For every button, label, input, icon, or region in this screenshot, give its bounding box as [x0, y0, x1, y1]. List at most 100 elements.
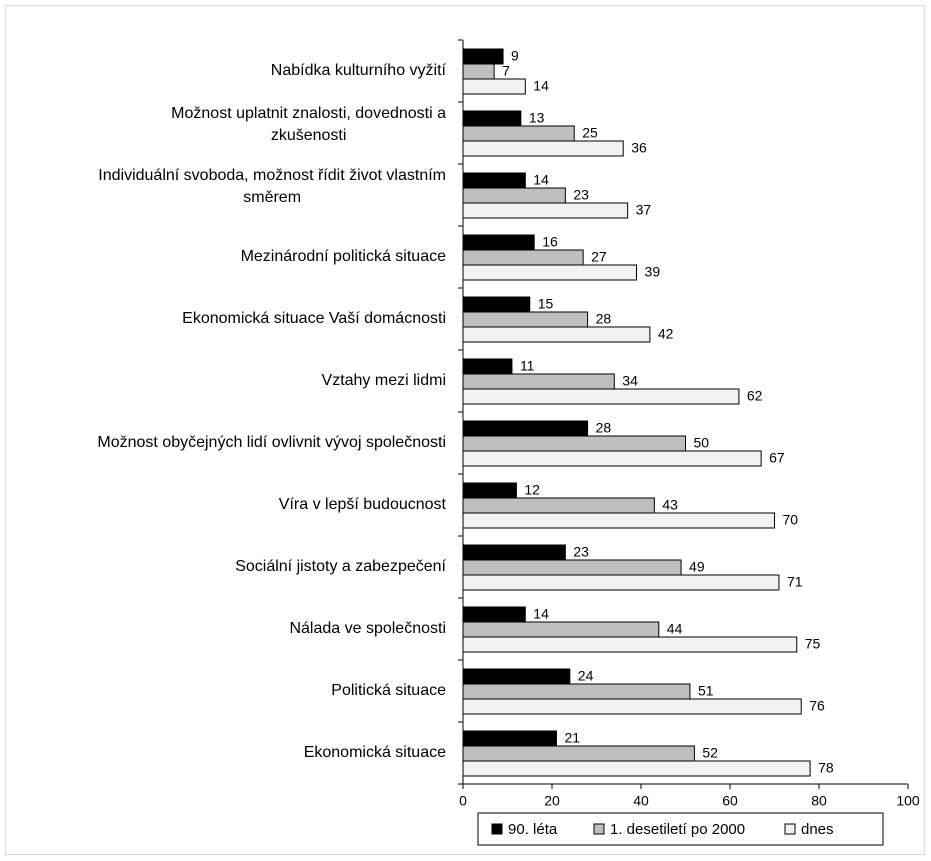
- data-label: 15: [538, 296, 554, 312]
- data-label: 42: [658, 326, 674, 342]
- data-label: 37: [636, 202, 652, 218]
- bar: [462, 63, 495, 80]
- category-label: Ekonomická situace: [304, 744, 446, 761]
- bar: [462, 760, 811, 777]
- bar: [462, 388, 740, 405]
- bar: [462, 172, 526, 189]
- bar: [462, 78, 526, 95]
- bar: [462, 202, 629, 219]
- category-label: Vztahy mezi lidmi: [322, 372, 446, 389]
- data-label: 76: [809, 698, 825, 714]
- bar: [462, 296, 531, 313]
- data-label: 51: [698, 683, 714, 699]
- data-label: 25: [582, 125, 598, 141]
- bar: [462, 450, 762, 467]
- data-label: 28: [596, 420, 612, 436]
- category-label: Víra v lepší budoucnost: [279, 496, 447, 513]
- category-label: Politická situace: [331, 682, 446, 699]
- data-label: 39: [645, 264, 661, 280]
- data-label: 21: [564, 730, 580, 746]
- category-label: zkušenosti: [271, 127, 347, 144]
- category-label: Mezinárodní politická situace: [241, 248, 447, 265]
- bar: [462, 234, 535, 251]
- data-label: 71: [787, 574, 803, 590]
- legend-swatch: [491, 823, 503, 835]
- data-label: 28: [596, 311, 612, 327]
- data-label: 36: [631, 140, 647, 156]
- bar: [462, 420, 589, 437]
- data-label: 67: [769, 450, 785, 466]
- legend-box: [477, 812, 884, 846]
- legend-swatch: [593, 823, 605, 835]
- x-tick-label: 100: [896, 793, 920, 809]
- data-label: 27: [591, 249, 607, 265]
- data-label: 75: [805, 636, 821, 652]
- category-label: Sociální jistoty a zabezpečení: [235, 558, 446, 575]
- x-tick-label: 60: [722, 793, 738, 809]
- bar: [462, 48, 504, 65]
- bar: [462, 125, 575, 142]
- data-label: 50: [694, 435, 710, 451]
- data-label: 23: [573, 544, 589, 560]
- data-label: 9: [511, 48, 519, 64]
- bar: [462, 140, 624, 157]
- bar: [462, 668, 571, 685]
- bar: [462, 512, 775, 529]
- data-label: 23: [573, 187, 589, 203]
- category-label: Individuální svoboda, možnost řídit živo…: [98, 167, 446, 184]
- x-tick-label: 20: [544, 793, 560, 809]
- data-label: 16: [542, 234, 558, 250]
- legend-swatch: [784, 823, 796, 835]
- bar: [462, 497, 655, 514]
- legend-label: 1. desetiletí po 2000: [610, 821, 745, 838]
- bar: [462, 373, 615, 390]
- data-label: 44: [667, 621, 683, 637]
- data-label: 14: [533, 172, 549, 188]
- data-label: 12: [524, 482, 540, 498]
- bar: [462, 264, 638, 281]
- data-label: 11: [520, 358, 535, 374]
- bar: [462, 559, 682, 576]
- bar: [462, 698, 802, 715]
- bar: [462, 110, 522, 127]
- bar: [462, 636, 798, 653]
- legend-label: 90. léta: [508, 821, 558, 838]
- category-label: Nabídka kulturního vyžití: [271, 62, 447, 79]
- category-label: Možnost uplatnit znalosti, dovednosti a: [171, 105, 446, 122]
- bar: [462, 574, 780, 591]
- category-label: Možnost obyčejných lidí ovlivnit vývoj s…: [97, 434, 446, 451]
- data-label: 7: [502, 63, 510, 79]
- data-label: 24: [578, 668, 594, 684]
- bar: [462, 621, 660, 638]
- category-label: Nálada ve společnosti: [289, 620, 446, 637]
- bar: [462, 358, 513, 375]
- x-tick-label: 40: [633, 793, 649, 809]
- bar: [462, 544, 566, 561]
- bar: [462, 435, 686, 452]
- data-label: 43: [662, 497, 678, 513]
- category-label: směrem: [243, 189, 301, 206]
- data-label: 14: [533, 606, 549, 622]
- bar: [462, 730, 557, 747]
- data-label: 52: [702, 745, 718, 761]
- bar: [462, 311, 589, 328]
- legend-label: dnes: [801, 821, 834, 838]
- bar: [462, 249, 584, 266]
- data-label: 13: [529, 110, 545, 126]
- data-label: 62: [747, 388, 763, 404]
- bar: [462, 606, 526, 623]
- data-label: 34: [622, 373, 638, 389]
- data-label: 78: [818, 760, 834, 776]
- x-tick-label: 0: [459, 793, 467, 809]
- bar: [462, 187, 566, 204]
- bar: [462, 326, 651, 343]
- bar: [462, 745, 695, 762]
- bar: [462, 683, 691, 700]
- category-label: Ekonomická situace Vaší domácnosti: [182, 310, 446, 327]
- x-tick-label: 80: [811, 793, 827, 809]
- data-label: 49: [689, 559, 705, 575]
- data-label: 14: [533, 78, 549, 94]
- bar: [462, 482, 517, 499]
- data-label: 70: [783, 512, 799, 528]
